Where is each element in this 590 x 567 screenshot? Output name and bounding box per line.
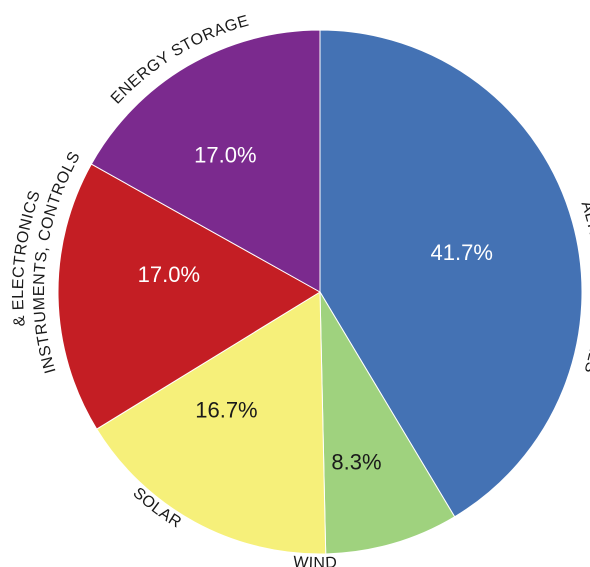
pie-slice-alternative-fuels bbox=[319, 29, 583, 518]
value-label-wind: 8.3% bbox=[331, 450, 381, 475]
value-label-alternative-fuels: 41.7% bbox=[431, 240, 493, 265]
pie-slice-solar bbox=[96, 291, 327, 555]
value-label-solar: 16.7% bbox=[195, 398, 257, 423]
pie-slice-instruments-controls bbox=[57, 163, 321, 430]
pie-slice-energy-storage bbox=[90, 29, 321, 293]
value-label-instruments-controls: 17.0% bbox=[138, 262, 200, 287]
category-label-wind: WIND bbox=[293, 554, 338, 567]
pie-slice-wind bbox=[319, 290, 456, 555]
value-label-energy-storage: 17.0% bbox=[194, 143, 256, 168]
